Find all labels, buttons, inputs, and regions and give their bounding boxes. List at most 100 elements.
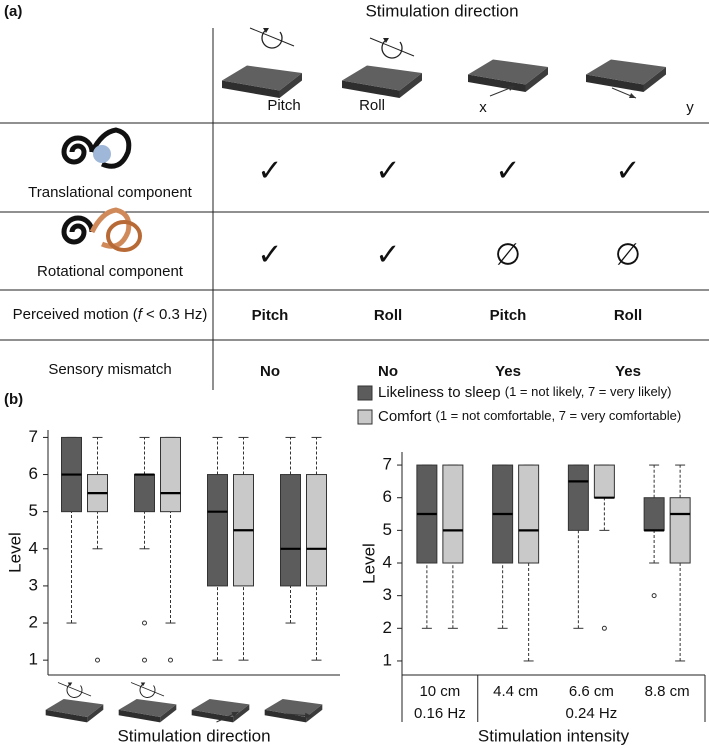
y-tick-label: 7 — [29, 427, 38, 446]
row-label: Perceived motion (f < 0.3 Hz) — [13, 306, 208, 323]
row-label-part: f — [138, 306, 144, 323]
column-label: Pitch — [267, 97, 300, 114]
box — [518, 464, 540, 564]
table-cell: ∅ — [495, 238, 521, 273]
row-label-part: Perceived motion ( — [13, 306, 138, 323]
table-cell: ✓ — [257, 154, 282, 189]
y-axis-label: Level — [359, 543, 378, 584]
slab-icon — [191, 699, 250, 723]
slab-top — [118, 699, 177, 717]
y-tick-label: 4 — [383, 552, 392, 571]
table-cell: Pitch — [490, 307, 527, 324]
cochlea — [61, 135, 95, 165]
box — [134, 474, 155, 513]
y-tick-label: 2 — [383, 618, 392, 637]
translation-arrowhead — [508, 85, 515, 91]
table-cell: Roll — [374, 307, 402, 324]
table-cell: Pitch — [252, 307, 289, 324]
rotation-arrowhead — [67, 682, 73, 687]
x-axis-label: Stimulation intensity — [478, 726, 630, 745]
y-axis-label: Level — [5, 532, 24, 573]
rotation-axis — [130, 682, 165, 697]
translation-arrowhead — [629, 93, 636, 99]
legend-entry: Likeliness to sleep (1 = not likely, 7 =… — [378, 384, 671, 401]
y-tick-label: 7 — [383, 455, 392, 474]
slab-side — [160, 704, 177, 723]
rotation-axis — [369, 37, 415, 57]
rotation-arc — [139, 683, 156, 698]
slab-top — [468, 59, 548, 85]
slab-top — [342, 65, 422, 91]
slab-icon — [222, 65, 302, 98]
rotation-icon — [57, 682, 92, 698]
slab-front — [118, 709, 161, 723]
table-cell: ✓ — [495, 154, 520, 189]
row-label: Translational component — [28, 184, 193, 201]
table-cell: No — [260, 363, 280, 380]
rotation-arrowhead — [263, 28, 269, 33]
ear-icon — [61, 207, 142, 252]
y-tick-label: 5 — [29, 501, 38, 520]
panel-label: (b) — [4, 391, 23, 408]
rotation-arc — [66, 683, 83, 698]
slab-side — [525, 67, 548, 92]
outlier — [601, 625, 607, 631]
ear-icon — [61, 127, 132, 169]
x-tick-label: 6.6 cm — [569, 683, 614, 700]
slab-side — [306, 704, 323, 723]
slab-top — [264, 699, 323, 717]
outlier — [95, 657, 100, 663]
table-cell: Roll — [614, 307, 642, 324]
rotation-arc — [261, 29, 283, 49]
rotation-axis — [57, 682, 92, 697]
translation-arrowhead — [304, 712, 312, 719]
canal-loop — [106, 220, 142, 252]
table-cell: ✓ — [375, 238, 400, 273]
row-label-part: < 0.3 Hz) — [142, 306, 207, 323]
legend-note: (1 = not comfortable, 7 = very comfortab… — [436, 408, 682, 423]
x-tick-label: 4.4 cm — [493, 683, 538, 700]
outlier — [142, 657, 147, 663]
y-tick-label: 6 — [29, 464, 38, 483]
y-tick-label: 5 — [383, 520, 392, 539]
rotation-icon — [130, 682, 165, 698]
slab-icon — [45, 699, 104, 723]
y-tick-label: 2 — [29, 613, 38, 632]
legend-note: (1 = not likely, 7 = very likely) — [505, 384, 672, 399]
slab-front — [45, 709, 88, 723]
legend-name: Likeliness to sleep — [378, 384, 501, 401]
table-header: Stimulation direction — [365, 1, 518, 20]
y-tick-label: 3 — [29, 575, 38, 594]
table-cell: No — [378, 363, 398, 380]
box — [442, 464, 464, 564]
slab-top — [45, 699, 104, 717]
legend-swatch — [357, 409, 373, 425]
outlier — [142, 620, 147, 626]
slab-side — [87, 704, 104, 723]
frequency-label: 0.16 Hz — [414, 705, 466, 722]
slab-icon — [586, 59, 666, 92]
box — [643, 497, 665, 531]
canal — [89, 127, 132, 169]
rotation-arc — [381, 39, 403, 59]
rotation-icon — [369, 37, 415, 59]
frequency-label: 0.24 Hz — [566, 705, 618, 722]
panel-label: (a) — [4, 3, 22, 20]
rotation-axis — [249, 27, 295, 47]
cochlea — [61, 215, 95, 245]
column-label: Roll — [359, 97, 385, 114]
slab-side — [233, 704, 250, 723]
box — [306, 474, 327, 587]
table-cell: Yes — [495, 363, 521, 380]
y-tick-label: 4 — [29, 538, 38, 557]
table-cell: ✓ — [375, 154, 400, 189]
box — [280, 474, 301, 587]
y-tick-label: 3 — [383, 585, 392, 604]
legend-swatch — [357, 385, 373, 401]
y-tick-label: 1 — [383, 650, 392, 669]
outlier — [651, 593, 657, 599]
row-label: Rotational component — [37, 263, 184, 280]
column-label: y — [686, 99, 694, 116]
